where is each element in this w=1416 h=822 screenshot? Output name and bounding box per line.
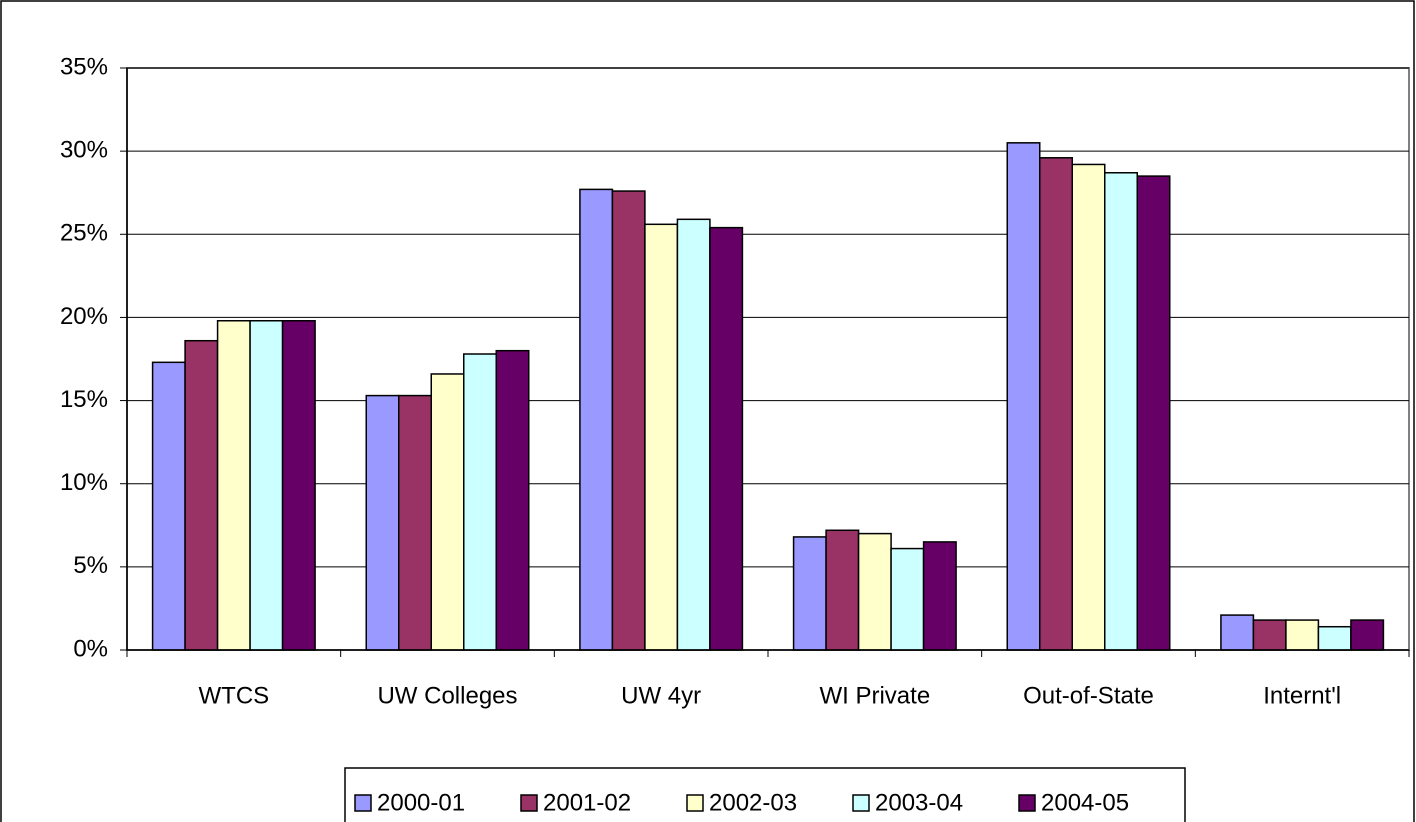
legend-swatch [852,794,870,812]
legend-swatch [1018,794,1036,812]
x-tick-label: WI Private [819,682,930,709]
y-tick-label: 15% [60,386,108,413]
bar [825,529,860,651]
bar [857,532,892,651]
bar [922,541,957,651]
legend-label: 2004-05 [1041,789,1129,816]
bar [1136,175,1171,651]
legend-swatch [354,794,372,812]
y-tick-label: 30% [60,136,108,163]
bar [1006,142,1041,651]
bar [430,373,465,651]
plot-area [126,67,1410,651]
bar [1071,163,1106,651]
bar [365,394,400,651]
x-tick-label: WTCS [199,682,270,709]
bar [184,339,219,651]
legend-label: 2001-02 [543,789,631,816]
bar [1220,614,1255,651]
y-tick-label: 35% [60,53,108,80]
bar [249,320,284,651]
y-tick-label: 5% [73,552,108,579]
bar [792,536,827,651]
bar [611,190,646,651]
x-tick-label: UW Colleges [377,682,517,709]
bar [890,547,925,651]
legend-box [344,767,1186,822]
bar [644,223,679,651]
bar [709,226,744,651]
bar [1104,172,1138,651]
bar [398,394,432,651]
x-tick-label: UW 4yr [621,682,701,709]
bar [216,320,251,651]
bar [1350,619,1385,651]
y-tick-label: 10% [60,469,108,496]
legend-label: 2000-01 [377,789,465,816]
legend-label: 2003-04 [875,789,963,816]
bar [1317,625,1352,651]
bar [1285,619,1320,651]
bar [151,361,186,651]
legend-swatch [686,794,704,812]
legend-swatch [520,794,538,812]
y-tick-label: 0% [73,635,108,662]
bar [463,353,497,651]
y-tick-label: 25% [60,220,108,247]
bar [579,188,614,651]
bar [495,349,530,651]
bar [1039,157,1073,651]
bar [676,218,711,651]
y-tick-label: 20% [60,303,108,330]
x-tick-label: Internt'l [1263,682,1341,709]
legend-label: 2002-03 [709,789,797,816]
bar [281,320,316,651]
x-tick-label: Out-of-State [1023,682,1154,709]
bar [1252,619,1287,651]
